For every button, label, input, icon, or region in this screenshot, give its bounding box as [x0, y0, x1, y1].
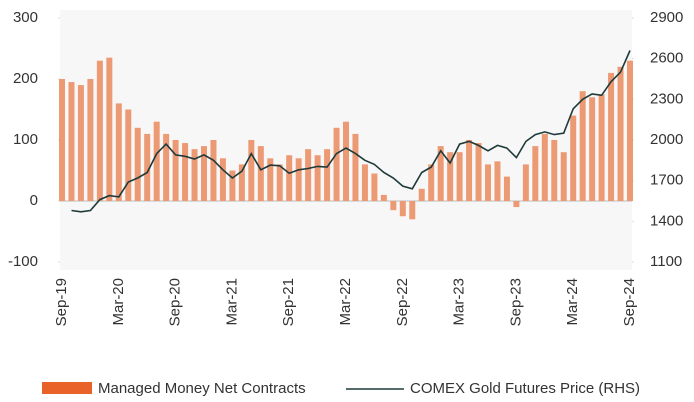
bar [68, 82, 75, 201]
x-tick-label: Sep-19 [53, 278, 70, 326]
legend-label: Managed Money Net Contracts [98, 380, 306, 397]
bar [589, 97, 596, 201]
bar [96, 60, 103, 202]
bar [201, 146, 207, 201]
bar [238, 164, 245, 201]
bar [617, 66, 624, 201]
bar [295, 158, 302, 201]
y2-tick-label: 2300 [650, 90, 683, 107]
bar [390, 201, 397, 211]
bar [598, 94, 605, 201]
bar [494, 161, 501, 201]
bar [134, 127, 141, 201]
bar [59, 79, 65, 201]
bar [77, 85, 84, 201]
line [71, 50, 631, 213]
x-tick-label: Mar-20 [110, 278, 127, 326]
bar [522, 164, 529, 201]
y-tick-label: -100 [8, 253, 38, 270]
bar [153, 121, 160, 201]
x-tick-label: Sep-24 [621, 278, 638, 326]
bar [229, 170, 236, 201]
bar [551, 140, 558, 201]
bar [380, 194, 387, 201]
bar [106, 57, 113, 202]
x-tick-label: Sep-23 [507, 278, 524, 326]
bar [87, 79, 94, 201]
y-tick-label: 0 [30, 192, 38, 209]
bar [115, 103, 122, 201]
bar [286, 155, 293, 201]
bar [532, 146, 539, 201]
bar [627, 60, 633, 202]
bar [352, 133, 359, 201]
bar [579, 91, 586, 201]
bar [428, 164, 435, 201]
y-tick-label: 300 [13, 9, 38, 26]
bar [475, 143, 482, 201]
bar [456, 152, 463, 201]
bar [163, 133, 170, 201]
y-tick-label: 200 [13, 70, 38, 87]
y2-tick-label: 1400 [650, 212, 683, 229]
bar [210, 140, 217, 201]
bar [447, 152, 454, 201]
bar [437, 146, 444, 201]
x-tick-label: Mar-21 [223, 278, 240, 326]
bar [418, 188, 425, 201]
bar [324, 149, 331, 201]
x-tick-label: Sep-21 [280, 278, 297, 326]
bar [182, 143, 189, 201]
bar [144, 133, 151, 201]
bar [361, 164, 368, 201]
bar [191, 149, 198, 201]
legend-label: COMEX Gold Futures Price (RHS) [410, 380, 640, 397]
bar [219, 158, 226, 201]
bar [513, 201, 520, 208]
bar [257, 146, 264, 201]
x-tick-label: Sep-22 [394, 278, 411, 326]
y2-tick-label: 2000 [650, 131, 683, 148]
bar [172, 140, 179, 201]
bar [503, 176, 510, 201]
bar [267, 158, 274, 201]
bar [541, 133, 548, 201]
y2-tick-label: 1700 [650, 172, 683, 189]
bar [248, 140, 255, 201]
bar [333, 127, 340, 201]
x-tick-label: Mar-24 [564, 278, 581, 326]
bar [276, 164, 283, 201]
y2-tick-label: 2600 [650, 50, 683, 67]
bar [314, 155, 321, 201]
x-tick-label: Sep-20 [167, 278, 184, 326]
bar [399, 201, 406, 217]
bar [570, 115, 577, 201]
bar [371, 173, 378, 201]
bar [343, 121, 349, 201]
bar [125, 109, 132, 201]
bar [560, 152, 567, 201]
x-tick-label: Mar-22 [337, 278, 354, 326]
bar [485, 164, 491, 201]
x-tick-label: Mar-23 [451, 278, 468, 326]
bar [466, 140, 473, 201]
y-tick-label: 100 [13, 131, 38, 148]
bar [608, 72, 615, 202]
bar [409, 201, 416, 220]
y2-tick-label: 2900 [650, 9, 683, 26]
legend-swatch [42, 382, 92, 394]
bar [305, 149, 312, 201]
y2-tick-label: 1100 [650, 253, 682, 270]
